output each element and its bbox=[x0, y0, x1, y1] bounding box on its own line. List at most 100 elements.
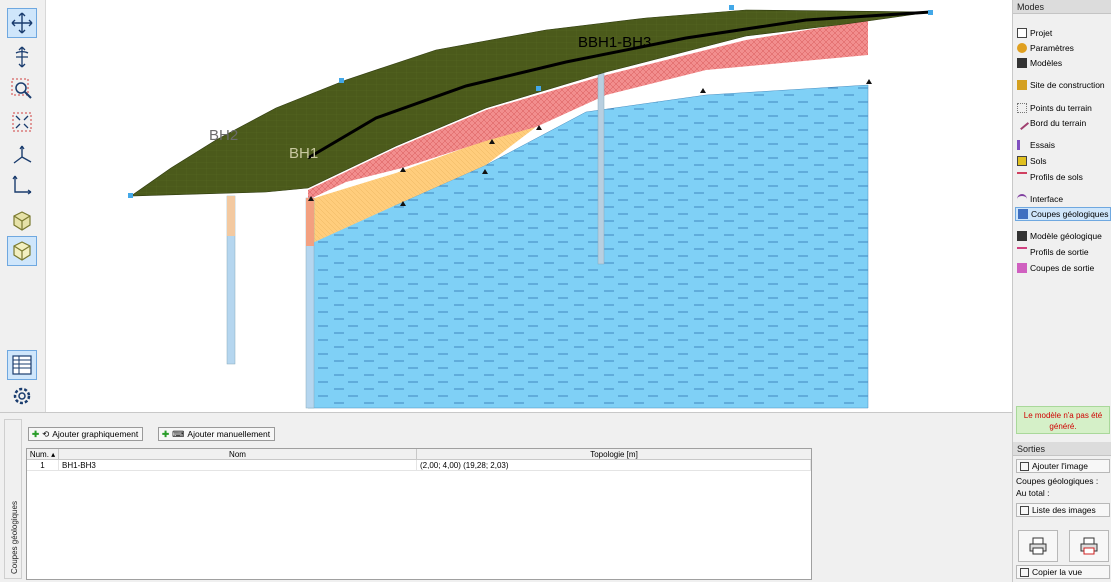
saturated-soil-layer bbox=[307, 84, 869, 409]
mode-interface[interactable]: Interface bbox=[1017, 192, 1063, 206]
mode-essais[interactable]: Essais bbox=[1017, 138, 1055, 152]
table-cell-topology[interactable]: (2,00; 4,00) (19,28; 2,03) bbox=[417, 460, 811, 471]
copy-view-button[interactable]: Copier la vue bbox=[1016, 565, 1110, 579]
mode-label: Modèles bbox=[1030, 58, 1063, 68]
print-button[interactable] bbox=[1018, 530, 1058, 562]
terrain-surface bbox=[130, 9, 932, 197]
mode-bord-terrain[interactable]: Bord du terrain bbox=[1014, 115, 1087, 131]
document-icon bbox=[1017, 28, 1027, 38]
column-header-nom[interactable]: Nom bbox=[59, 449, 417, 460]
right-panel: Modes Projet Paramètres Modèles Site de … bbox=[1012, 0, 1111, 582]
move-tool-button[interactable] bbox=[7, 8, 37, 38]
add-manual-label: Ajouter manuellement bbox=[187, 429, 271, 439]
sections-panel: Coupes géologiques ✚ ⟲ Ajouter graphique… bbox=[0, 412, 1012, 582]
mode-projet[interactable]: Projet bbox=[1017, 26, 1052, 40]
mode-label: Modèle géologique bbox=[1030, 231, 1102, 241]
borehole-bh2-top bbox=[227, 196, 235, 236]
list-images-button[interactable]: Liste des images bbox=[1016, 503, 1110, 517]
tests-icon bbox=[1017, 140, 1027, 150]
solid-view-icon bbox=[13, 241, 31, 261]
model-not-generated-warning: Le modèle n'a pas été généré. bbox=[1016, 406, 1110, 434]
column-header-num[interactable]: Num. ▴ bbox=[27, 449, 59, 460]
settings-gear-icon bbox=[13, 387, 31, 405]
construction-site-icon bbox=[1017, 80, 1027, 90]
output-profiles-icon bbox=[1017, 247, 1027, 257]
settings-button[interactable] bbox=[7, 381, 37, 411]
rotate-tool-button[interactable] bbox=[7, 42, 37, 72]
modes-header: Modes bbox=[1013, 0, 1111, 14]
mode-coupes-geologiques[interactable]: Coupes géologiques bbox=[1015, 207, 1111, 221]
mode-label: Profils de sortie bbox=[1030, 247, 1089, 257]
axes-2d-icon bbox=[12, 175, 32, 195]
add-image-button[interactable]: Ajouter l'image bbox=[1016, 459, 1110, 473]
mode-label: Points du terrain bbox=[1030, 103, 1092, 113]
fit-view-icon bbox=[12, 112, 32, 132]
soils-icon bbox=[1017, 156, 1027, 166]
geological-section-drawing: BH2 BH1 BBH1-BH3 bbox=[128, 5, 933, 409]
tab-coupes-geologiques[interactable]: Coupes géologiques bbox=[4, 419, 22, 579]
axes-3d-button[interactable] bbox=[7, 140, 37, 170]
sections-count-label: Coupes géologiques : bbox=[1016, 476, 1099, 486]
mode-label: Coupes géologiques bbox=[1031, 209, 1109, 219]
solid-view-button[interactable] bbox=[7, 236, 37, 266]
sections-table: Num. ▴ Nom Topologie [m] 1 BH1-BH3 (2,00… bbox=[26, 448, 812, 580]
zoom-tool-button[interactable] bbox=[7, 74, 37, 104]
mode-label: Sols bbox=[1030, 156, 1047, 166]
add-plus-icon: ✚ bbox=[32, 429, 40, 439]
mode-modeles[interactable]: Modèles bbox=[1017, 56, 1062, 70]
mode-label: Profils de sols bbox=[1030, 172, 1083, 182]
interface-icon bbox=[1017, 194, 1027, 204]
terrain-point bbox=[536, 86, 541, 91]
axes-3d-icon bbox=[13, 145, 32, 164]
column-header-topologie[interactable]: Topologie [m] bbox=[417, 449, 811, 460]
mode-site-construction[interactable]: Site de construction bbox=[1017, 78, 1105, 92]
keyboard-icon: ⌨ bbox=[172, 429, 185, 439]
table-view-icon bbox=[12, 355, 32, 375]
mode-label: Interface bbox=[1030, 194, 1064, 204]
terrain-point bbox=[928, 10, 933, 15]
mode-sols[interactable]: Sols bbox=[1017, 154, 1047, 168]
fit-view-button[interactable] bbox=[7, 107, 37, 137]
print-export-button[interactable] bbox=[1069, 530, 1109, 562]
mode-label: Essais bbox=[1030, 140, 1056, 150]
tab-label: Coupes géologiques bbox=[10, 501, 19, 574]
table-cell-num[interactable]: 1 bbox=[27, 460, 59, 471]
list-images-icon bbox=[1020, 505, 1029, 515]
geological-model-icon bbox=[1017, 231, 1027, 241]
terrain-point bbox=[339, 78, 344, 83]
mode-coupes-sortie[interactable]: Coupes de sortie bbox=[1017, 261, 1094, 275]
mode-profils-sortie[interactable]: Profils de sortie bbox=[1017, 245, 1089, 259]
add-graphically-button[interactable]: ✚ ⟲ Ajouter graphiquement bbox=[28, 427, 144, 441]
rotate-icon bbox=[15, 46, 29, 68]
borehole-bh1-top bbox=[306, 198, 314, 246]
terrain-border-icon bbox=[1014, 115, 1030, 131]
printer-export-icon bbox=[1080, 537, 1098, 555]
add-manually-button[interactable]: ✚ ⌨ Ajouter manuellement bbox=[158, 427, 276, 441]
view-toolbar bbox=[0, 0, 46, 412]
wireframe-view-icon bbox=[13, 211, 31, 231]
move-icon bbox=[11, 12, 33, 34]
mode-points-terrain[interactable]: Points du terrain bbox=[1017, 101, 1092, 115]
table-view-button[interactable] bbox=[7, 350, 37, 380]
label-bh1-bh3: BBH1-BH3 bbox=[578, 34, 651, 51]
models-icon bbox=[1017, 58, 1027, 68]
mode-profils-sols[interactable]: Profils de sols bbox=[1017, 170, 1083, 184]
list-images-label: Liste des images bbox=[1032, 505, 1096, 515]
table-cell-name[interactable]: BH1-BH3 bbox=[59, 460, 417, 471]
model-viewport[interactable]: BH2 BH1 BBH1-BH3 bbox=[46, 0, 1009, 412]
geological-sections-icon bbox=[1018, 209, 1028, 219]
output-sections-icon bbox=[1017, 263, 1027, 273]
mode-parametres[interactable]: Paramètres bbox=[1017, 41, 1074, 55]
wireframe-view-button[interactable] bbox=[7, 206, 37, 236]
axes-2d-button[interactable] bbox=[7, 170, 37, 200]
soil-profiles-icon bbox=[1017, 172, 1027, 182]
add-graphic-label: Ajouter graphiquement bbox=[52, 429, 139, 439]
outputs-header: Sorties bbox=[1013, 442, 1111, 456]
terrain-point bbox=[128, 193, 133, 198]
sand-layer bbox=[308, 127, 536, 245]
label-bh1: BH1 bbox=[289, 145, 318, 162]
mode-label: Bord du terrain bbox=[1030, 118, 1087, 128]
zoom-icon bbox=[11, 78, 32, 99]
mode-modele-geologique[interactable]: Modèle géologique bbox=[1017, 229, 1102, 243]
label-bh2: BH2 bbox=[209, 127, 238, 144]
